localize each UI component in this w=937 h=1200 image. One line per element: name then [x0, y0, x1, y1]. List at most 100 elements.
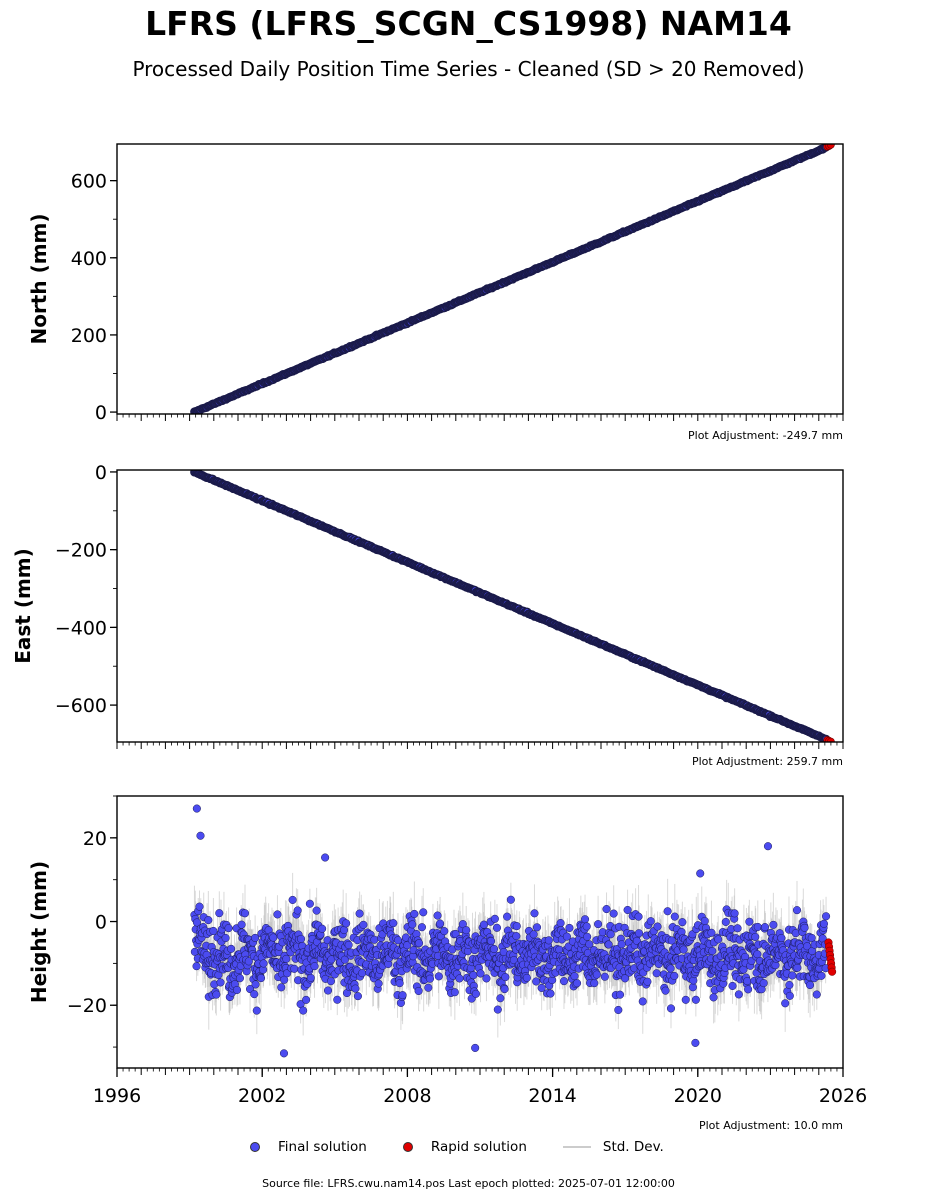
final-point [753, 922, 762, 932]
final-point [822, 912, 831, 921]
final-point [562, 932, 571, 941]
final-point [714, 935, 723, 944]
final-point [425, 974, 435, 983]
final-point [614, 1005, 623, 1015]
final-point [753, 950, 762, 959]
final-point [709, 993, 718, 1002]
final-point [570, 972, 579, 981]
final-point [455, 974, 464, 983]
final-point [503, 912, 512, 921]
final-point [237, 920, 246, 929]
final-point [666, 964, 675, 973]
final-point [458, 920, 467, 929]
legend-rapid: Rapid solution [402, 1139, 527, 1155]
final-point [653, 922, 662, 931]
legend-rapid-label: Rapid solution [430, 1139, 527, 1155]
final-point [395, 979, 404, 988]
final-point [370, 935, 379, 944]
final-point [751, 932, 760, 941]
y-tick-label: −400 [55, 617, 107, 639]
final-point [462, 926, 471, 935]
final-point [512, 932, 521, 941]
final-point [530, 909, 539, 918]
x-tick-label: 1996 [93, 1085, 141, 1107]
final-point [398, 991, 407, 1000]
final-point [212, 990, 221, 999]
final-point [496, 994, 505, 1003]
final-point [277, 983, 286, 992]
final-point [408, 920, 417, 929]
y-tick-label: 20 [83, 828, 107, 850]
final-point [661, 986, 670, 995]
final-point [339, 926, 349, 935]
final-point [681, 995, 690, 1004]
x-tick-label: 2014 [528, 1085, 576, 1107]
final-point [479, 920, 488, 929]
final-point [602, 905, 611, 914]
final-point [414, 986, 423, 996]
final-point [793, 963, 802, 972]
final-point [544, 936, 553, 945]
final-point [583, 932, 592, 941]
final-point [434, 972, 443, 981]
final-point [728, 981, 737, 990]
final-point [232, 985, 242, 995]
y-axis-label: East (mm) [11, 548, 35, 664]
final-point [195, 902, 204, 911]
final-point [759, 979, 768, 988]
final-point [296, 934, 306, 943]
final-point [192, 918, 202, 927]
final-point [321, 853, 330, 862]
final-point [424, 983, 433, 992]
final-point [691, 1038, 700, 1047]
y-tick-label: 200 [71, 325, 107, 347]
final-point [244, 957, 253, 966]
height-plot-adjustment: Plot Adjustment: 10.0 mm [698, 1119, 843, 1132]
plot-area [190, 144, 835, 414]
final-point [215, 909, 224, 918]
final-point [708, 946, 717, 956]
y-tick-label: 0 [95, 912, 107, 934]
final-point [585, 940, 594, 949]
final-point [282, 954, 291, 963]
final-point [288, 895, 297, 904]
final-point [623, 905, 632, 915]
chart-subtitle: Processed Daily Position Time Series - C… [132, 57, 805, 81]
final-point [646, 917, 655, 926]
final-point [333, 995, 342, 1004]
final-point [204, 916, 213, 925]
final-point [305, 899, 314, 908]
final-point [594, 920, 603, 929]
final-point [436, 919, 445, 928]
final-point [492, 923, 502, 932]
final-point [471, 1043, 480, 1052]
final-point [506, 895, 515, 904]
rapid-point [827, 144, 835, 149]
final-point [730, 909, 739, 918]
final-point [546, 989, 555, 998]
final-point [299, 1006, 308, 1015]
y-tick-label: 0 [95, 402, 107, 424]
y-tick-label: −200 [55, 540, 107, 562]
final-point [482, 974, 491, 983]
final-point [342, 919, 351, 928]
final-point [310, 962, 319, 971]
final-point [800, 923, 809, 932]
final-point [679, 945, 688, 954]
final-point [565, 923, 574, 932]
final-point [192, 962, 201, 971]
final-point [476, 969, 485, 978]
final-point [196, 831, 205, 840]
legend-final: Final solution [250, 1139, 367, 1155]
final-point [606, 930, 615, 939]
final-point [306, 973, 315, 982]
final-point [807, 933, 816, 942]
final-point [323, 986, 333, 995]
final-point [696, 869, 705, 878]
final-point [433, 911, 442, 920]
legend-stddev-label: Std. Dev. [602, 1139, 664, 1155]
final-point [326, 977, 336, 986]
final-point [359, 920, 368, 929]
final-point [745, 917, 754, 926]
final-point [638, 997, 647, 1006]
